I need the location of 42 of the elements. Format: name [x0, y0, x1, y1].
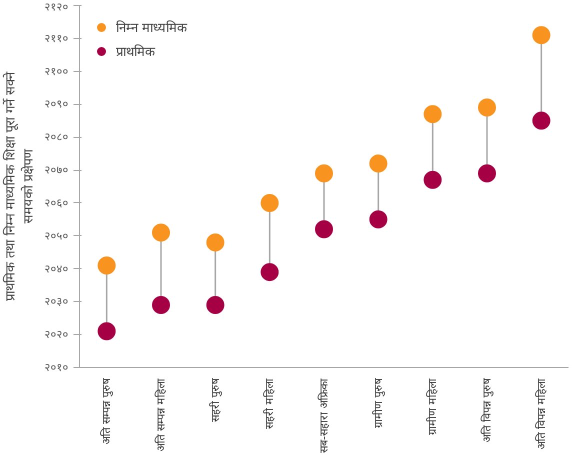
- point: [424, 170, 442, 189]
- y-tick-label: २०३०: [44, 295, 68, 308]
- y-tick-label: २०८०: [44, 130, 68, 144]
- y-tick-label: २०७०: [44, 164, 68, 177]
- point: [152, 224, 170, 242]
- point: [206, 233, 224, 252]
- point: [369, 154, 388, 172]
- point: [98, 322, 116, 340]
- point: [152, 296, 170, 314]
- y-tick-label: २०१०: [44, 361, 68, 374]
- x-tick-label: सहरी पुरुष: [208, 378, 222, 422]
- x-tick-label: सब-सहारा अफ्रिका: [318, 378, 330, 453]
- point: [98, 256, 116, 274]
- x-tick-label: अति सम्पन्न महिला: [154, 378, 168, 452]
- x-tick-label: अति सम्पन्न पुरुष: [100, 378, 114, 444]
- y-tick-label: २०९०: [44, 98, 68, 111]
- y-axis-title: प्राथमिक तथा निम्न माध्यमिक शिक्षा पूरा गर्ने सक्ने समयको प्रक्षेपण: [2, 71, 36, 301]
- point: [315, 220, 333, 238]
- x-tick-label: अति विपन्न पुरुष: [480, 378, 494, 442]
- y-tick-label: २१००: [44, 64, 68, 78]
- x-tick-label: सहरी महिला: [263, 378, 276, 429]
- y-tick-label: २०५०: [44, 229, 68, 242]
- point: [206, 296, 224, 314]
- x-tick-label: ग्रामीण महिला: [426, 378, 440, 435]
- point: [478, 98, 496, 116]
- point: [315, 164, 333, 182]
- y-tick-label: २०४०: [44, 262, 68, 276]
- point: [260, 194, 279, 212]
- point: [478, 164, 496, 182]
- legend-label: प्राथमिक: [116, 43, 155, 60]
- legend-label: निम्न माध्यमिक: [116, 19, 188, 36]
- x-tick-label: ग्रामीण पुरुष: [372, 378, 385, 428]
- y-tick-label: २०२०: [44, 328, 68, 342]
- y-tick-label: २११०: [44, 32, 68, 45]
- point: [532, 26, 550, 44]
- x-tick-label: अति विपन्न महिला: [534, 378, 548, 450]
- point: [369, 210, 388, 228]
- point: [260, 263, 279, 282]
- point: [424, 105, 442, 124]
- point: [532, 112, 550, 130]
- y-tick-label: २०६०: [44, 196, 68, 210]
- y-tick-label: २१२०: [44, 0, 68, 14]
